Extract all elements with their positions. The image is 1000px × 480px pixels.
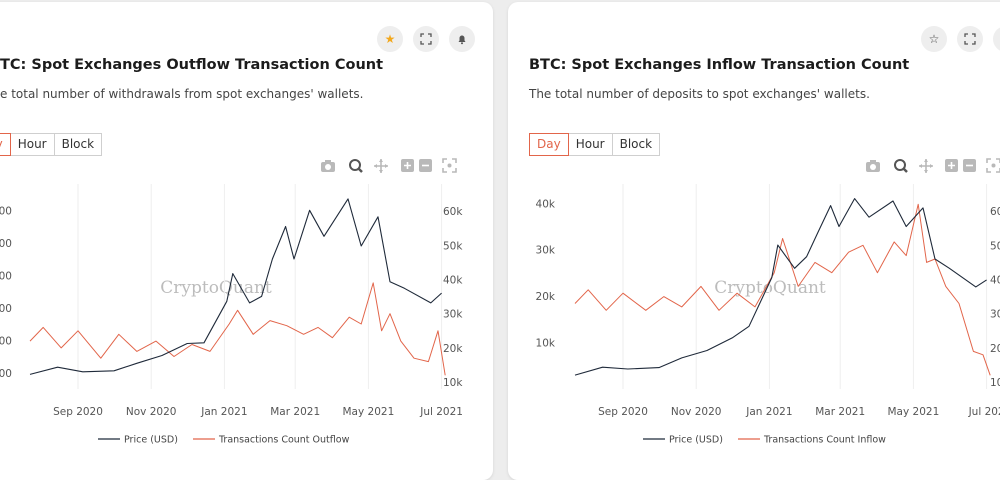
y-left-tick-label: 40k <box>536 198 556 210</box>
y-left-tick-label: 00 <box>0 368 12 380</box>
y-left-tick-label: 00 <box>0 205 12 217</box>
reset-axes-icon[interactable] <box>442 158 457 173</box>
bell-icon[interactable] <box>449 26 475 52</box>
x-tick-label: Jan 2021 <box>200 406 247 418</box>
y-left-tick-label: 00 <box>0 238 12 250</box>
y-right-tick-label: 40k <box>443 275 463 287</box>
y-right-tick-label: 50k <box>443 240 463 252</box>
legend-label-price: Price (USD) <box>669 435 723 446</box>
y-left-tick-label: 10k <box>536 338 556 350</box>
camera-icon[interactable] <box>866 160 880 172</box>
y-left-tick-label: 00 <box>0 303 12 315</box>
legend: Price (USD) Transactions Count Inflow <box>643 435 886 446</box>
panel-title: BTC: Spot Exchanges Inflow Transaction C… <box>529 57 910 73</box>
x-tick-label: Jul 2021 <box>419 406 463 418</box>
tab-block[interactable]: Block <box>611 133 661 156</box>
zoom-in-icon[interactable] <box>945 159 958 172</box>
zoom-in-icon[interactable] <box>401 159 414 172</box>
panel-actions: ☆ <box>921 26 1000 52</box>
outflow-chart: CryptoQuant Sep 2020 Nov 2020 Jan 2021 Mar … <box>0 158 463 446</box>
fullscreen-icon[interactable] <box>413 26 439 52</box>
zoom-out-icon[interactable] <box>419 159 432 172</box>
y-right-tick-label: 20 <box>990 343 1000 355</box>
y-right-tick-label: 50 <box>990 240 1000 252</box>
outflow-chart-card: TC: Spot Exchanges Outflow Transaction C… <box>0 2 493 480</box>
x-tick-label: May 2021 <box>343 406 395 418</box>
interval-tabs: Day Hour Block <box>0 133 103 156</box>
bell-icon[interactable] <box>993 26 1000 52</box>
y-right-tick-label: 10k <box>443 377 463 389</box>
inflow-chart: CryptoQuant Sep 2020 Nov 2020 Jan 2021 Mar … <box>536 158 1000 446</box>
x-tick-label: Jan 2021 <box>745 406 792 418</box>
y-right-tick-label: 60k <box>443 206 463 218</box>
y-left-tick-label: 00 <box>0 270 12 282</box>
star-icon[interactable]: ☆ <box>921 26 947 52</box>
x-tick-label: Jul 202 <box>968 406 1000 418</box>
y-right-tick-label: 20k <box>443 343 463 355</box>
x-tick-label: Nov 2020 <box>126 406 177 418</box>
legend-label-price: Price (USD) <box>124 435 178 446</box>
x-tick-label: Sep 2020 <box>53 406 103 418</box>
x-tick-label: Nov 2020 <box>671 406 722 418</box>
price-series-line <box>574 198 987 376</box>
y-right-tick-label: 30 <box>990 309 1000 321</box>
y-left-tick-label: 30k <box>536 245 556 257</box>
reset-axes-icon[interactable] <box>986 158 1000 173</box>
tab-block[interactable]: Block <box>53 133 103 156</box>
transaction-count-series-line <box>574 203 991 376</box>
y-right-tick-label: 60 <box>990 206 1000 218</box>
watermark: CryptoQuant <box>714 278 826 298</box>
panel-actions: ★ <box>377 26 475 52</box>
price-series-line <box>29 198 442 375</box>
legend: Price (USD) Transactions Count Outflow <box>98 435 350 446</box>
transaction-count-series-line <box>29 282 446 376</box>
zoom-icon[interactable] <box>894 159 908 173</box>
modebar <box>321 158 457 173</box>
camera-icon[interactable] <box>321 160 335 172</box>
modebar <box>866 158 1000 173</box>
y-right-tick-label: 30k <box>443 309 463 321</box>
y-left-tick-label: 20k <box>536 291 556 303</box>
inflow-chart-card: BTC: Spot Exchanges Inflow Transaction C… <box>508 2 1000 480</box>
watermark: CryptoQuant <box>160 278 272 298</box>
legend-label-outflow: Transactions Count Outflow <box>218 435 350 446</box>
zoom-icon[interactable] <box>349 159 363 173</box>
tab-day[interactable]: Day <box>529 133 569 156</box>
x-tick-label: Mar 2021 <box>270 406 320 418</box>
x-tick-label: Sep 2020 <box>598 406 648 418</box>
pan-icon[interactable] <box>919 159 933 173</box>
fullscreen-icon[interactable] <box>957 26 983 52</box>
panel-description: The total number of deposits to spot exc… <box>529 87 870 101</box>
x-tick-label: May 2021 <box>888 406 940 418</box>
x-tick-label: Mar 2021 <box>815 406 865 418</box>
y-right-tick-label: 40 <box>990 275 1000 287</box>
legend-label-inflow: Transactions Count Inflow <box>763 435 886 446</box>
tab-day[interactable]: Day <box>0 133 11 156</box>
star-icon[interactable]: ★ <box>377 26 403 52</box>
panel-title: TC: Spot Exchanges Outflow Transaction C… <box>0 57 384 73</box>
panel-description: e total number of withdrawals from spot … <box>0 87 364 101</box>
zoom-out-icon[interactable] <box>963 159 976 172</box>
y-left-tick-label: 00 <box>0 335 12 347</box>
y-right-tick-label: 10 <box>990 377 1000 389</box>
pan-icon[interactable] <box>374 159 388 173</box>
interval-tabs: Day Hour Block <box>529 133 661 156</box>
